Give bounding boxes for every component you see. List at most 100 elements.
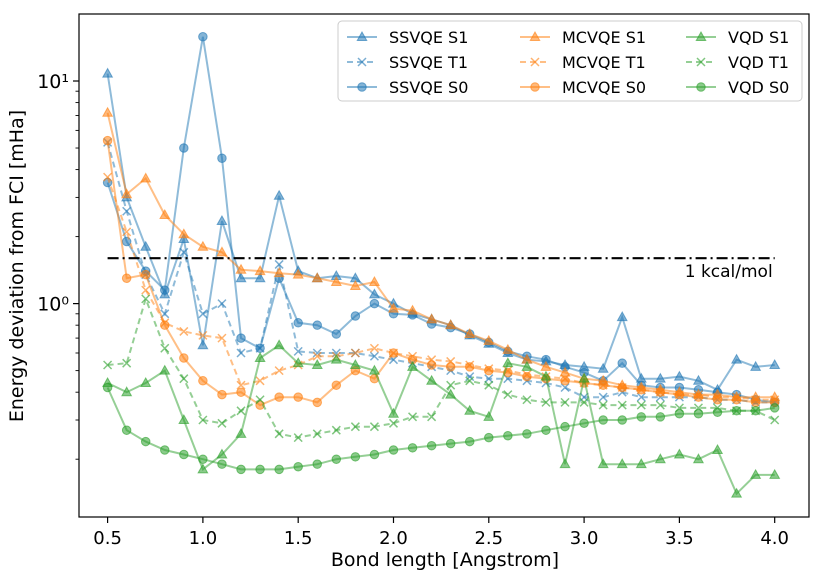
data-point-vqd-s0 [350, 452, 361, 462]
data-point-ssvqe-t1 [236, 348, 246, 358]
data-point-mcvqe-s0 [617, 382, 627, 393]
data-point-mcvqe-s0 [293, 392, 303, 402]
data-point-vqd-s0 [255, 464, 265, 475]
data-point-vqd-t1 [331, 425, 341, 435]
data-point-vqd-t1 [350, 422, 360, 432]
series-ssvqe-s0 [102, 32, 780, 408]
data-point-vqd-t1 [122, 358, 132, 368]
data-point-mcvqe-s0 [674, 389, 685, 400]
data-point-mcvqe-s0 [217, 389, 227, 400]
series-mcvqe-s1 [101, 106, 781, 402]
data-point-ssvqe-s0 [255, 343, 265, 354]
data-point-mcvqe-s1 [483, 334, 495, 345]
data-point-mcvqe-s0 [712, 394, 723, 405]
data-point-vqd-s1 [121, 386, 133, 397]
data-point-mcvqe-s0 [560, 376, 570, 386]
series-line-vqd-t1 [107, 295, 776, 439]
data-point-ssvqe-s1 [654, 372, 666, 383]
data-point-vqd-s0 [503, 430, 513, 441]
data-point-ssvqe-s1 [216, 214, 228, 226]
data-point-vqd-s0 [598, 415, 608, 425]
x-tick-label: 2.5 [474, 528, 503, 549]
data-point-mcvqe-s1 [216, 246, 228, 257]
data-point-vqd-t1 [579, 397, 589, 407]
data-point-ssvqe-t1 [465, 372, 475, 382]
data-point-vqd-s1 [502, 357, 514, 368]
data-point-vqd-t1 [617, 400, 627, 410]
data-point-mcvqe-s0 [693, 392, 704, 402]
y-tick-label: 10¹ [37, 71, 69, 93]
data-point-mcvqe-s1 [311, 272, 323, 283]
data-point-vqd-s0 [236, 464, 246, 475]
data-point-vqd-s0 [198, 454, 208, 464]
data-point-mcvqe-s1 [178, 228, 190, 239]
data-point-ssvqe-s1 [140, 240, 152, 251]
data-point-vqd-t1 [446, 380, 456, 390]
data-point-ssvqe-s1 [692, 374, 705, 385]
data-point-mcvqe-s0 [198, 376, 208, 386]
series-vqd-s1 [101, 339, 781, 498]
data-point-mcvqe-s0 [484, 365, 494, 376]
series-vqd-s0 [102, 382, 780, 475]
data-point-vqd-s1 [216, 448, 228, 459]
legend-label-ssvqe-t1: SSVQE T1 [389, 53, 468, 72]
data-point-vqd-t1 [179, 374, 189, 384]
data-point-mcvqe-t1 [312, 351, 322, 361]
data-point-vqd-s0 [464, 436, 475, 447]
data-point-vqd-s1 [426, 374, 438, 385]
data-point-vqd-s1 [521, 360, 533, 371]
data-point-vqd-t1 [560, 397, 570, 407]
data-point-ssvqe-s0 [312, 320, 323, 330]
data-point-vqd-s1 [750, 468, 762, 479]
data-point-mcvqe-s0 [236, 387, 246, 397]
data-point-vqd-s0 [731, 406, 742, 416]
data-point-mcvqe-t1 [141, 285, 151, 295]
legend: SSVQE S1 SSVQE T1 SSVQE S0 MCVQE S1 MCVQE T1… [337, 20, 803, 102]
data-point-ssvqe-t1 [636, 392, 646, 402]
data-point-vqd-s1 [464, 404, 476, 415]
data-point-mcvqe-s1 [387, 302, 400, 313]
data-point-mcvqe-s1 [273, 267, 285, 278]
data-point-mcvqe-s0 [522, 371, 532, 382]
data-point-mcvqe-s1 [540, 360, 552, 371]
data-point-vqd-s1 [673, 448, 685, 459]
series-line-ssvqe-s1 [106, 73, 775, 392]
data-point-vqd-s1 [273, 339, 285, 350]
data-point-vqd-s0 [102, 382, 113, 393]
data-point-vqd-s1 [406, 360, 419, 371]
reference-line-label: 1 kcal/mol [685, 262, 773, 282]
x-tick-label: 4.0 [760, 528, 789, 549]
data-point-vqd-s1 [445, 388, 457, 399]
legend-marker-mcvqe-s1 [529, 30, 541, 41]
data-point-ssvqe-t1 [198, 309, 208, 319]
data-point-ssvqe-t1 [122, 206, 132, 216]
data-point-vqd-s1 [140, 376, 152, 387]
data-point-mcvqe-t1 [236, 380, 246, 390]
data-point-vqd-t1 [160, 343, 170, 353]
data-point-ssvqe-s0 [236, 333, 246, 343]
data-point-ssvqe-s1 [616, 311, 628, 322]
data-point-mcvqe-s0 [121, 273, 132, 283]
data-point-vqd-s0 [217, 459, 227, 469]
data-point-ssvqe-s0 [217, 153, 227, 163]
data-point-ssvqe-s1 [197, 339, 209, 350]
legend-label-vqd-t1: VQD T1 [728, 53, 789, 72]
data-point-vqd-s0 [655, 412, 666, 422]
data-point-vqd-t1 [408, 412, 418, 422]
data-point-vqd-s0 [407, 443, 418, 453]
data-point-ssvqe-s1 [750, 360, 762, 371]
data-point-mcvqe-s1 [445, 319, 457, 330]
data-point-mcvqe-s0 [598, 380, 608, 390]
data-point-vqd-s1 [292, 357, 304, 368]
data-point-vqd-s1 [159, 364, 171, 375]
data-point-vqd-s1 [711, 443, 724, 454]
x-tick-label: 1.0 [189, 528, 218, 549]
data-point-mcvqe-s0 [102, 135, 113, 146]
series-line-vqd-s1 [107, 344, 775, 496]
data-point-mcvqe-s1 [197, 240, 209, 251]
data-point-mcvqe-s0 [731, 394, 742, 405]
data-point-ssvqe-s1 [597, 362, 609, 373]
legend-label-ssvqe-s1: SSVQE S1 [389, 28, 468, 47]
data-point-ssvqe-t1 [293, 346, 303, 356]
data-point-vqd-t1 [217, 418, 227, 428]
